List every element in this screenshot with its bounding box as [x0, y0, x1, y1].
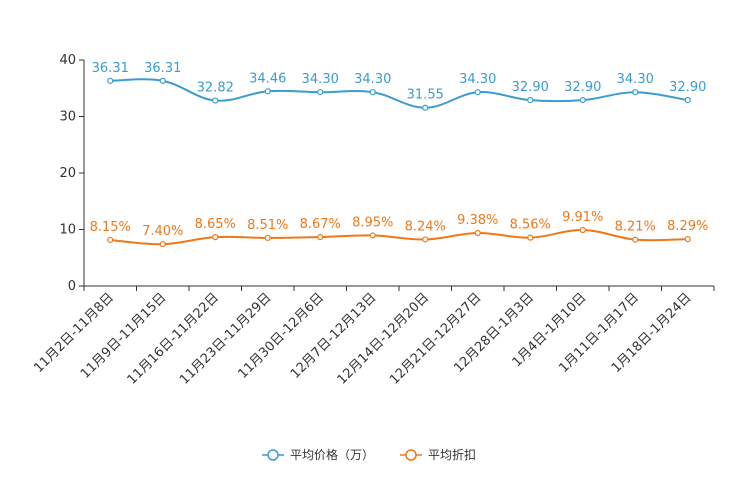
data-label: 8.65% [195, 217, 236, 232]
data-point[interactable] [369, 232, 376, 239]
data-point[interactable] [369, 89, 376, 96]
y-tick-label: 10 [59, 223, 76, 238]
data-label: 36.31 [144, 61, 181, 76]
data-point[interactable] [527, 234, 534, 241]
legend-marker-icon [405, 449, 417, 461]
series-line [110, 229, 688, 246]
data-point[interactable] [212, 97, 219, 104]
data-label: 8.21% [615, 220, 656, 235]
data-point[interactable] [159, 241, 166, 248]
data-point[interactable] [684, 97, 691, 104]
data-label: 7.40% [142, 224, 183, 239]
data-point[interactable] [159, 77, 166, 84]
series-line [110, 78, 688, 109]
legend-item-avg-price[interactable]: 平均价格（万） [262, 447, 374, 462]
legend-item-avg-discount[interactable]: 平均折扣 [400, 447, 476, 462]
data-label: 8.24% [405, 219, 446, 234]
data-label: 32.90 [669, 80, 706, 95]
data-point[interactable] [422, 104, 429, 111]
data-point[interactable] [422, 236, 429, 243]
legend-marker-icon [267, 449, 279, 461]
legend[interactable]: 平均价格（万） 平均折扣 [262, 447, 476, 462]
x-tick-label: 11月23日-11月29日 [177, 290, 274, 387]
data-point[interactable] [474, 229, 481, 237]
series-layer: 36.31 36.31 32.82 34.46 34.30 34.30 31.55 34.30… [90, 61, 708, 248]
data-point[interactable] [317, 89, 324, 96]
data-point[interactable] [632, 236, 639, 243]
data-point[interactable] [317, 233, 324, 241]
series-avg-discount: 8.15% 7.40% 8.65% 8.51% 8.67% 8.95% 8.24% 9.38%… [90, 210, 708, 248]
y-tick-label: 20 [59, 166, 76, 181]
data-point[interactable] [264, 234, 271, 242]
x-tick-label: 12月21日-12月27日 [387, 290, 484, 387]
data-label: 36.31 [92, 61, 129, 76]
data-label: 34.30 [459, 72, 496, 87]
data-label: 8.29% [667, 219, 708, 234]
data-label: 32.82 [197, 81, 234, 96]
data-label: 32.90 [512, 80, 549, 95]
x-tick-label: 11月16日-11月22日 [125, 290, 222, 387]
data-point[interactable] [107, 77, 114, 84]
data-label: 32.90 [564, 80, 601, 95]
data-label: 8.56% [510, 218, 551, 233]
data-point[interactable] [107, 236, 114, 244]
y-tick-label: 0 [68, 279, 76, 294]
data-label: 34.30 [354, 72, 391, 87]
data-label: 8.95% [352, 215, 393, 230]
data-label: 8.51% [247, 218, 288, 233]
data-point[interactable] [579, 97, 586, 104]
data-point[interactable] [527, 97, 534, 104]
legend-label: 平均价格（万） [290, 447, 374, 462]
data-point[interactable] [684, 236, 691, 243]
legend-label: 平均折扣 [428, 447, 476, 462]
data-label: 34.30 [302, 72, 339, 87]
data-point[interactable] [212, 234, 219, 241]
data-label: 9.91% [562, 210, 603, 225]
x-tick-label: 12月14日-12月20日 [335, 290, 432, 387]
data-label: 9.38% [457, 213, 498, 228]
data-label: 34.30 [617, 72, 654, 87]
data-point[interactable] [632, 89, 639, 96]
data-point[interactable] [474, 89, 481, 96]
y-tick-label: 30 [59, 110, 76, 125]
series-avg-price: 36.31 36.31 32.82 34.46 34.30 34.30 31.55 34.30… [92, 61, 706, 111]
data-label: 31.55 [407, 88, 444, 103]
data-label: 8.15% [90, 220, 131, 235]
data-point[interactable] [579, 226, 586, 234]
data-point[interactable] [264, 88, 271, 95]
data-label: 8.67% [300, 217, 341, 232]
data-label: 34.46 [249, 71, 286, 86]
y-tick-label: 40 [59, 53, 76, 68]
